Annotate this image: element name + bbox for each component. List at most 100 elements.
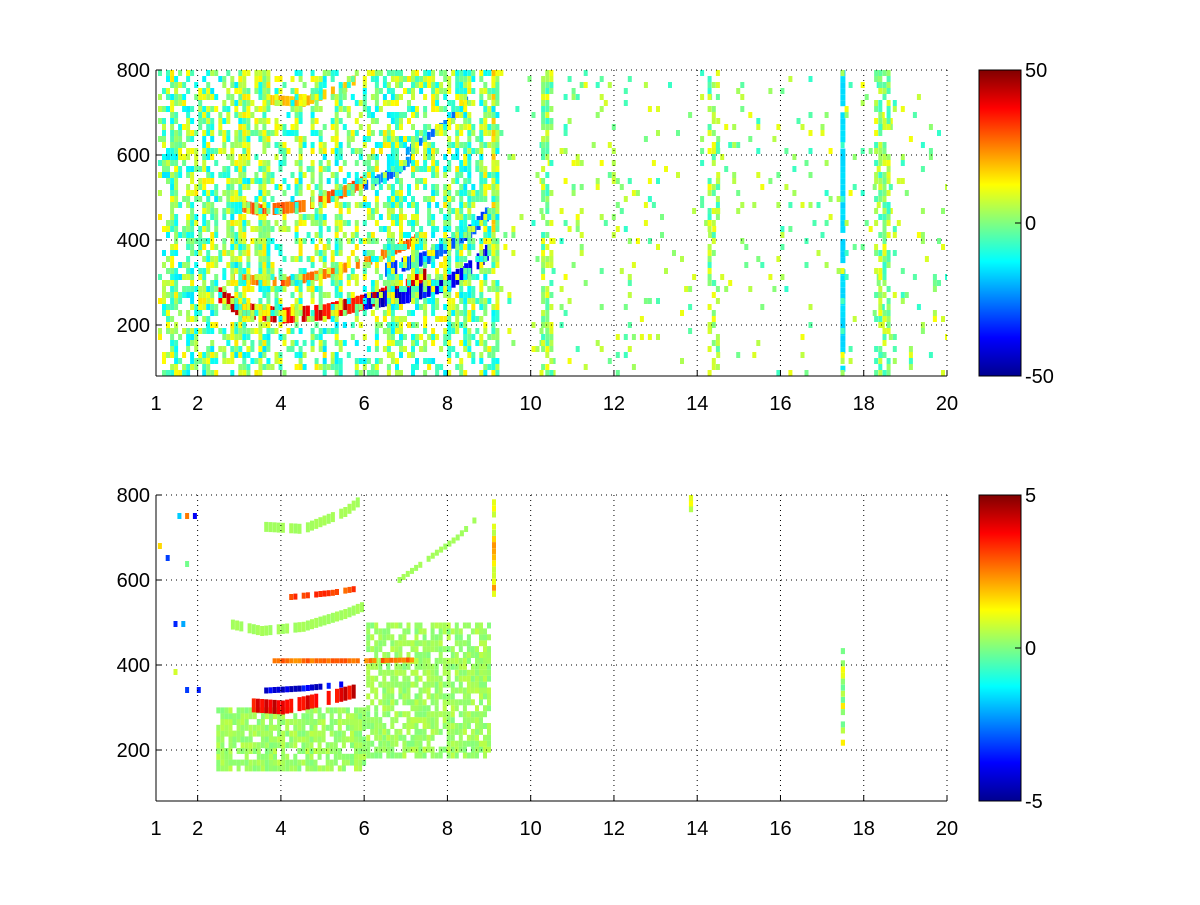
heatmap-cell (886, 250, 891, 256)
heatmap-cell (423, 154, 428, 160)
heatmap-cell (290, 274, 295, 280)
heatmap-cell (463, 310, 468, 316)
heatmap-cell (190, 244, 195, 250)
heatmap-cell (411, 244, 415, 250)
heatmap-cell (418, 734, 423, 741)
heatmap-cell (170, 274, 175, 280)
heatmap-cell (470, 728, 475, 735)
heatmap-cell (272, 658, 277, 664)
heatmap-cell (337, 730, 342, 737)
heatmap-cell (840, 220, 846, 227)
heatmap-cell (941, 208, 945, 214)
heatmap-cell (403, 232, 407, 238)
heatmap-cell (250, 238, 255, 244)
heatmap-cell (414, 693, 419, 700)
x-tick-label: 8 (442, 393, 453, 415)
heatmap-cell (350, 232, 355, 238)
heatmap-cell (382, 244, 387, 250)
heatmap-cell (479, 657, 483, 664)
heatmap-cell (294, 202, 299, 208)
heatmap-cell (293, 96, 298, 107)
heatmap-cell (390, 734, 395, 741)
heatmap-cell (258, 208, 263, 214)
heatmap-cell (390, 70, 395, 76)
heatmap-cell (170, 184, 175, 190)
heatmap-cell (210, 208, 215, 214)
heatmap-cell (210, 256, 215, 262)
heatmap-cell (611, 124, 616, 130)
heatmap-cell (162, 124, 166, 130)
heatmap-cell (298, 268, 303, 274)
heatmap-cell (882, 292, 887, 298)
heatmap-cell (403, 160, 407, 166)
heatmap-cell (341, 719, 346, 725)
heatmap-cell (454, 728, 459, 735)
heatmap-cell (190, 280, 195, 286)
heatmap-cell (458, 699, 463, 706)
heatmap-cell (840, 202, 846, 209)
heatmap-cell (338, 208, 343, 214)
heatmap-cell (684, 286, 689, 292)
heatmap-cell (411, 214, 415, 220)
heatmap-cell (707, 82, 712, 88)
heatmap-cell (202, 286, 207, 292)
heatmap-cell (350, 148, 355, 154)
heatmap-cell (579, 208, 584, 214)
heatmap-cell (395, 166, 399, 172)
heatmap-cell (704, 220, 709, 226)
heatmap-cell (378, 256, 383, 262)
heatmap-cell (174, 340, 179, 346)
heatmap-cell (318, 166, 323, 172)
heatmap-cell (244, 707, 249, 714)
heatmap-cell (382, 136, 387, 142)
heatmap-cell (463, 154, 468, 160)
heatmap-cell (322, 214, 327, 220)
heatmap-cell (495, 220, 500, 226)
heatmap-cell (374, 100, 379, 106)
heatmap-cell (374, 88, 379, 94)
heatmap-cell (463, 160, 468, 166)
heatmap-cell (355, 658, 360, 664)
heatmap-cell (214, 310, 219, 316)
heatmap-cell (240, 736, 245, 743)
heatmap-cell (364, 658, 369, 664)
heatmap-cell (178, 130, 183, 136)
heatmap-cell (313, 748, 318, 754)
heatmap-cell (262, 232, 267, 238)
heatmap-cell (647, 238, 652, 244)
heatmap-cell (431, 166, 436, 172)
heatmap-cell (350, 724, 354, 731)
heatmap-cell (266, 172, 271, 178)
heatmap-cell (330, 70, 335, 76)
heatmap-cell (182, 286, 187, 292)
heatmap-cell (403, 196, 407, 202)
heatmap-cell (415, 250, 419, 256)
heatmap-cell (170, 130, 175, 136)
heatmap-cell (475, 723, 479, 729)
heatmap-cell (310, 658, 314, 664)
heatmap-cell (808, 148, 813, 154)
heatmap-cell (487, 687, 491, 694)
heatmap-cell (216, 724, 221, 731)
heatmap-cell (886, 298, 891, 304)
heatmap-cell (246, 124, 251, 130)
heatmap-cell (874, 142, 879, 148)
heatmap-cell (202, 220, 207, 226)
heatmap-cell (447, 124, 452, 130)
heatmap-cell (186, 328, 191, 334)
heatmap-cell (541, 232, 546, 238)
heatmap-cell (170, 148, 175, 154)
heatmap-cell (318, 190, 323, 196)
heatmap-cell (338, 304, 343, 310)
heatmap-cell (170, 100, 175, 106)
heatmap-cell (174, 112, 179, 118)
heatmap-cell (864, 94, 869, 100)
heatmap-cell (186, 190, 191, 196)
colorbar (978, 494, 1022, 802)
heatmap-cell (318, 364, 323, 370)
heatmap-cell (792, 154, 797, 160)
heatmap-cell (235, 620, 240, 631)
heatmap-cell (442, 717, 447, 724)
heatmap-cell (374, 208, 379, 214)
heatmap-cell (627, 292, 632, 298)
